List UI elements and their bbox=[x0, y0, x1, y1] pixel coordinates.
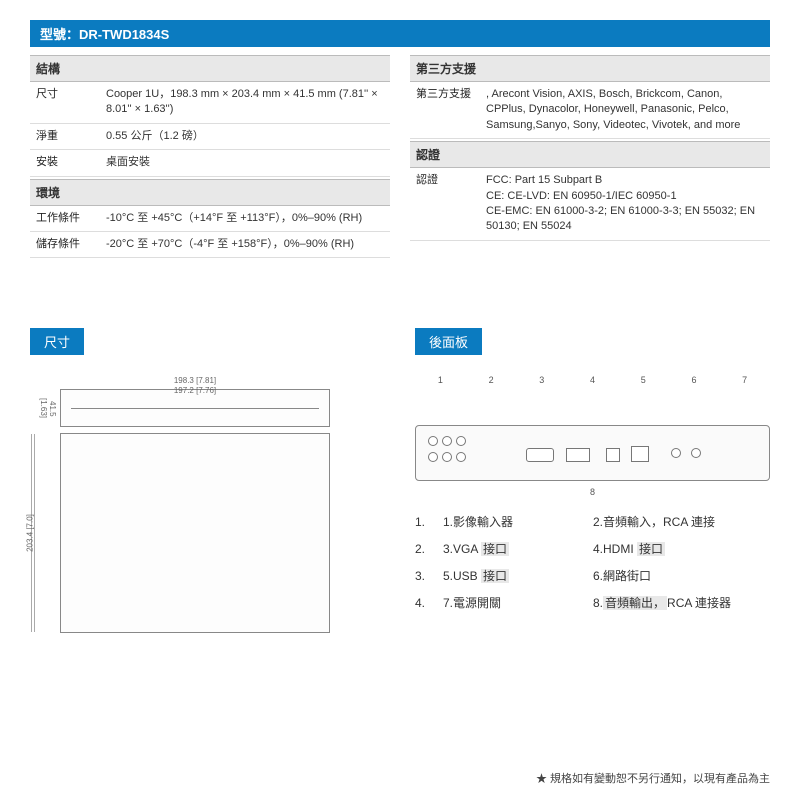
legend-num: 2. bbox=[415, 538, 433, 561]
table-environment: 工作條件 -10°C 至 +45°C（+14°F 至 +113°F），0%–90… bbox=[30, 206, 390, 259]
hdmi-port-icon bbox=[566, 448, 590, 462]
legend-hl: 接口 bbox=[481, 569, 509, 583]
port-icon bbox=[456, 436, 466, 446]
table-row: 工作條件 -10°C 至 +45°C（+14°F 至 +113°F），0%–90… bbox=[30, 206, 390, 232]
legend-num: 4. bbox=[415, 592, 433, 615]
legend-item: 3.VGA 接口 bbox=[443, 538, 583, 561]
rear-num: 4 bbox=[567, 375, 618, 385]
dimension-top-view: 198.3 [7.81] 197.2 [7.76] 41.5 [1.63] bbox=[60, 389, 330, 427]
legend-item: 8.音頻輸出，RCA 連接器 bbox=[593, 592, 770, 615]
table-row: 儲存條件 -20°C 至 +70°C（-4°F 至 +158°F），0%–90%… bbox=[30, 231, 390, 257]
spec-label: 第三方支援 bbox=[410, 82, 480, 139]
legend-row: 4. 7.電源開關 8.音頻輸出，RCA 連接器 bbox=[415, 592, 770, 615]
table-row: 第三方支援 , Arecont Vision, AXIS, Bosch, Bri… bbox=[410, 82, 770, 139]
rear-num: 7 bbox=[719, 375, 770, 385]
lan-port-icon bbox=[631, 446, 649, 462]
spec-label: 儲存條件 bbox=[30, 231, 100, 257]
dimensions-tag: 尺寸 bbox=[30, 328, 84, 355]
dim-label-side-top: 41.5 [1.63] bbox=[33, 390, 57, 426]
spec-value: -10°C 至 +45°C（+14°F 至 +113°F），0%–90% (RH… bbox=[100, 206, 390, 232]
section-environment: 環境 bbox=[30, 179, 390, 206]
usb-port-icon bbox=[606, 448, 620, 462]
table-cert: 認證 FCC: Part 15 Subpart B CE: CE-LVD: EN… bbox=[410, 168, 770, 241]
legend-item: 1.影像輸入器 bbox=[443, 511, 583, 534]
port-icon bbox=[442, 452, 452, 462]
rear-panel-tag: 後面板 bbox=[415, 328, 482, 355]
dimensions-col: 尺寸 198.3 [7.81] 197.2 [7.76] 41.5 [1.63]… bbox=[30, 258, 385, 633]
port-icon bbox=[428, 452, 438, 462]
table-thirdparty: 第三方支援 , Arecont Vision, AXIS, Bosch, Bri… bbox=[410, 82, 770, 139]
legend-hl: 音頻輸出， bbox=[603, 596, 667, 610]
audio-out-port-icon bbox=[691, 448, 701, 458]
table-structure: 尺寸 Cooper 1U，198.3 mm × 203.4 mm × 41.5 … bbox=[30, 82, 390, 177]
legend-row: 1. 1.影像輸入器 2.音頻輸入，RCA 連接 bbox=[415, 511, 770, 534]
port-icon bbox=[456, 452, 466, 462]
legend-hl: 接口 bbox=[481, 542, 509, 556]
port-icon bbox=[442, 436, 452, 446]
power-port-icon bbox=[671, 448, 681, 458]
dim-label-side-main: 203.4 [7.0] bbox=[25, 514, 34, 552]
legend-item: 2.音頻輸入，RCA 連接 bbox=[593, 511, 770, 534]
rear-num-row-top: 1 2 3 4 5 6 7 bbox=[415, 375, 770, 385]
spec-value: , Arecont Vision, AXIS, Bosch, Brickcom,… bbox=[480, 82, 770, 139]
rear-num: 2 bbox=[466, 375, 517, 385]
port-icon bbox=[428, 436, 438, 446]
rear-num: 6 bbox=[669, 375, 720, 385]
dimension-main-view: 203.4 [7.0] bbox=[60, 433, 330, 633]
section-thirdparty: 第三方支援 bbox=[410, 55, 770, 82]
legend-row: 2. 3.VGA 接口 4.HDMI 接口 bbox=[415, 538, 770, 561]
legend-num: 3. bbox=[415, 565, 433, 588]
spec-col-right: 第三方支援 第三方支援 , Arecont Vision, AXIS, Bosc… bbox=[410, 53, 770, 258]
section-cert: 認證 bbox=[410, 141, 770, 168]
rear-num: 3 bbox=[516, 375, 567, 385]
model-header: 型號：DR-TWD1834S bbox=[30, 20, 770, 47]
rear-num: 5 bbox=[618, 375, 669, 385]
table-row: 尺寸 Cooper 1U，198.3 mm × 203.4 mm × 41.5 … bbox=[30, 82, 390, 123]
legend-item: 4.HDMI 接口 bbox=[593, 538, 770, 561]
table-row: 認證 FCC: Part 15 Subpart B CE: CE-LVD: EN… bbox=[410, 168, 770, 240]
spec-label: 淨重 bbox=[30, 123, 100, 149]
spec-value: 0.55 公斤（1.2 磅） bbox=[100, 123, 390, 149]
rear-legend: 1. 1.影像輸入器 2.音頻輸入，RCA 連接 2. 3.VGA 接口 4.H… bbox=[415, 511, 770, 614]
spec-value: Cooper 1U，198.3 mm × 203.4 mm × 41.5 mm … bbox=[100, 82, 390, 123]
rear-panel-col: 後面板 1 2 3 4 5 6 7 8 1. bbox=[415, 258, 770, 633]
rear-panel-diagram bbox=[415, 425, 770, 481]
rear-num: 1 bbox=[415, 375, 466, 385]
spec-value: 桌面安裝 bbox=[100, 150, 390, 176]
spec-col-left: 結構 尺寸 Cooper 1U，198.3 mm × 203.4 mm × 41… bbox=[30, 53, 390, 258]
dimension-diagram: 198.3 [7.81] 197.2 [7.76] 41.5 [1.63] 20… bbox=[30, 389, 330, 633]
legend-row: 3. 5.USB 接口 6.網路街口 bbox=[415, 565, 770, 588]
table-row: 淨重 0.55 公斤（1.2 磅） bbox=[30, 123, 390, 149]
lower-section: 尺寸 198.3 [7.81] 197.2 [7.76] 41.5 [1.63]… bbox=[30, 258, 770, 633]
spec-value: FCC: Part 15 Subpart B CE: CE-LVD: EN 60… bbox=[480, 168, 770, 240]
spec-value: -20°C 至 +70°C（-4°F 至 +158°F），0%–90% (RH) bbox=[100, 231, 390, 257]
spec-label: 工作條件 bbox=[30, 206, 100, 232]
spec-label: 安裝 bbox=[30, 150, 100, 176]
legend-item: 7.電源開關 bbox=[443, 592, 583, 615]
section-structure: 結構 bbox=[30, 55, 390, 82]
rear-num-bottom: 8 bbox=[415, 487, 770, 497]
legend-item: 6.網路街口 bbox=[593, 565, 770, 588]
footnote: ★ 規格如有變動恕不另行通知，以現有產品為主 bbox=[536, 770, 770, 786]
legend-num: 1. bbox=[415, 511, 433, 534]
legend-item: 5.USB 接口 bbox=[443, 565, 583, 588]
legend-hl: 接口 bbox=[637, 542, 665, 556]
table-row: 安裝 桌面安裝 bbox=[30, 150, 390, 176]
spec-label: 尺寸 bbox=[30, 82, 100, 123]
spec-columns: 結構 尺寸 Cooper 1U，198.3 mm × 203.4 mm × 41… bbox=[30, 53, 770, 258]
spec-label: 認證 bbox=[410, 168, 480, 240]
vga-port-icon bbox=[526, 448, 554, 462]
dim-label-top2: 197.2 [7.76] bbox=[61, 386, 329, 395]
dim-label-top1: 198.3 [7.81] bbox=[61, 376, 329, 385]
